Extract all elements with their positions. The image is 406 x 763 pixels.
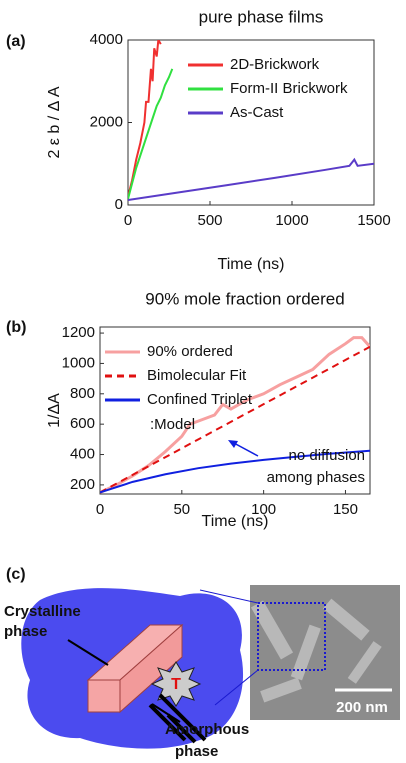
crystalline-label: Crystalline <box>4 603 81 620</box>
legend-label: Bimolecular Fit <box>147 367 247 384</box>
label-arrows <box>67 639 181 723</box>
plot-area <box>128 40 374 202</box>
y-tick-label: 4000 <box>90 31 123 48</box>
chart-title: pure phase films <box>199 7 324 26</box>
triplet-label: T <box>171 676 181 693</box>
sem-texture <box>250 598 382 703</box>
x-tick-label: 500 <box>197 212 222 229</box>
y-tick-label: 600 <box>70 415 95 432</box>
x-tick-label: 150 <box>333 501 358 518</box>
y-tick-label: 200 <box>70 476 95 493</box>
annotation: among phases <box>267 469 365 486</box>
y-tick-label: 400 <box>70 445 95 462</box>
panel-label: (a) <box>6 33 26 50</box>
x-axis-label: Time (ns) <box>218 256 285 273</box>
plot-area <box>100 336 370 494</box>
amorphous-label: phase <box>175 743 218 760</box>
zoom-line <box>214 669 259 706</box>
x-axis-label: Time (ns) <box>202 513 269 530</box>
legend-label: Form-II Brickwork <box>230 80 348 97</box>
y-axis-label: 1/ΔA <box>46 393 63 428</box>
legend-label: 2D-Brickwork <box>230 56 320 73</box>
legend-label: Confined Triplet <box>147 391 253 408</box>
arrows <box>148 693 207 744</box>
zoom-line <box>199 589 259 604</box>
series-line <box>128 68 174 200</box>
x-tick-label: 0 <box>96 501 104 518</box>
y-tick-label: 1000 <box>62 354 95 371</box>
scale-bar-label: 200 nm <box>336 699 388 716</box>
triplet-star <box>150 661 202 707</box>
crystalline-label: phase <box>4 623 47 640</box>
series-line <box>100 336 370 494</box>
crystal-front <box>87 679 121 713</box>
y-axis-label: 2 ε b / Δ A <box>46 86 63 158</box>
amorphous-label: Amorphous <box>165 721 249 738</box>
series-line <box>128 157 374 202</box>
legend-note: :Model <box>150 416 195 433</box>
annotation-arrow <box>231 441 259 457</box>
series-line <box>100 345 370 494</box>
x-tick-label: 1000 <box>275 212 308 229</box>
y-tick-label: 0 <box>115 196 123 213</box>
panel-c: T 200 nm (c) Crystalline phase Amorphous… <box>4 566 400 760</box>
series-line <box>128 40 162 197</box>
x-tick-label: 100 <box>251 501 276 518</box>
panel-label: (c) <box>6 566 26 583</box>
chart-title: 90% mole fraction ordered <box>145 289 344 308</box>
legend-label: As-Cast <box>230 104 284 121</box>
plot-frame <box>99 326 371 495</box>
y-tick-label: 1200 <box>62 324 95 341</box>
annotation: no diffusion <box>289 447 365 464</box>
series-line <box>100 449 370 494</box>
zoom-box <box>257 602 326 671</box>
x-tick-label: 1500 <box>357 212 390 229</box>
y-tick-label: 2000 <box>90 113 123 130</box>
annotation-arrowhead <box>228 440 238 448</box>
legend-label: 90% ordered <box>147 343 233 360</box>
x-tick-label: 0 <box>124 212 132 229</box>
x-tick-label: 50 <box>173 501 190 518</box>
y-tick-label: 800 <box>70 385 95 402</box>
panel-label: (b) <box>6 319 26 336</box>
